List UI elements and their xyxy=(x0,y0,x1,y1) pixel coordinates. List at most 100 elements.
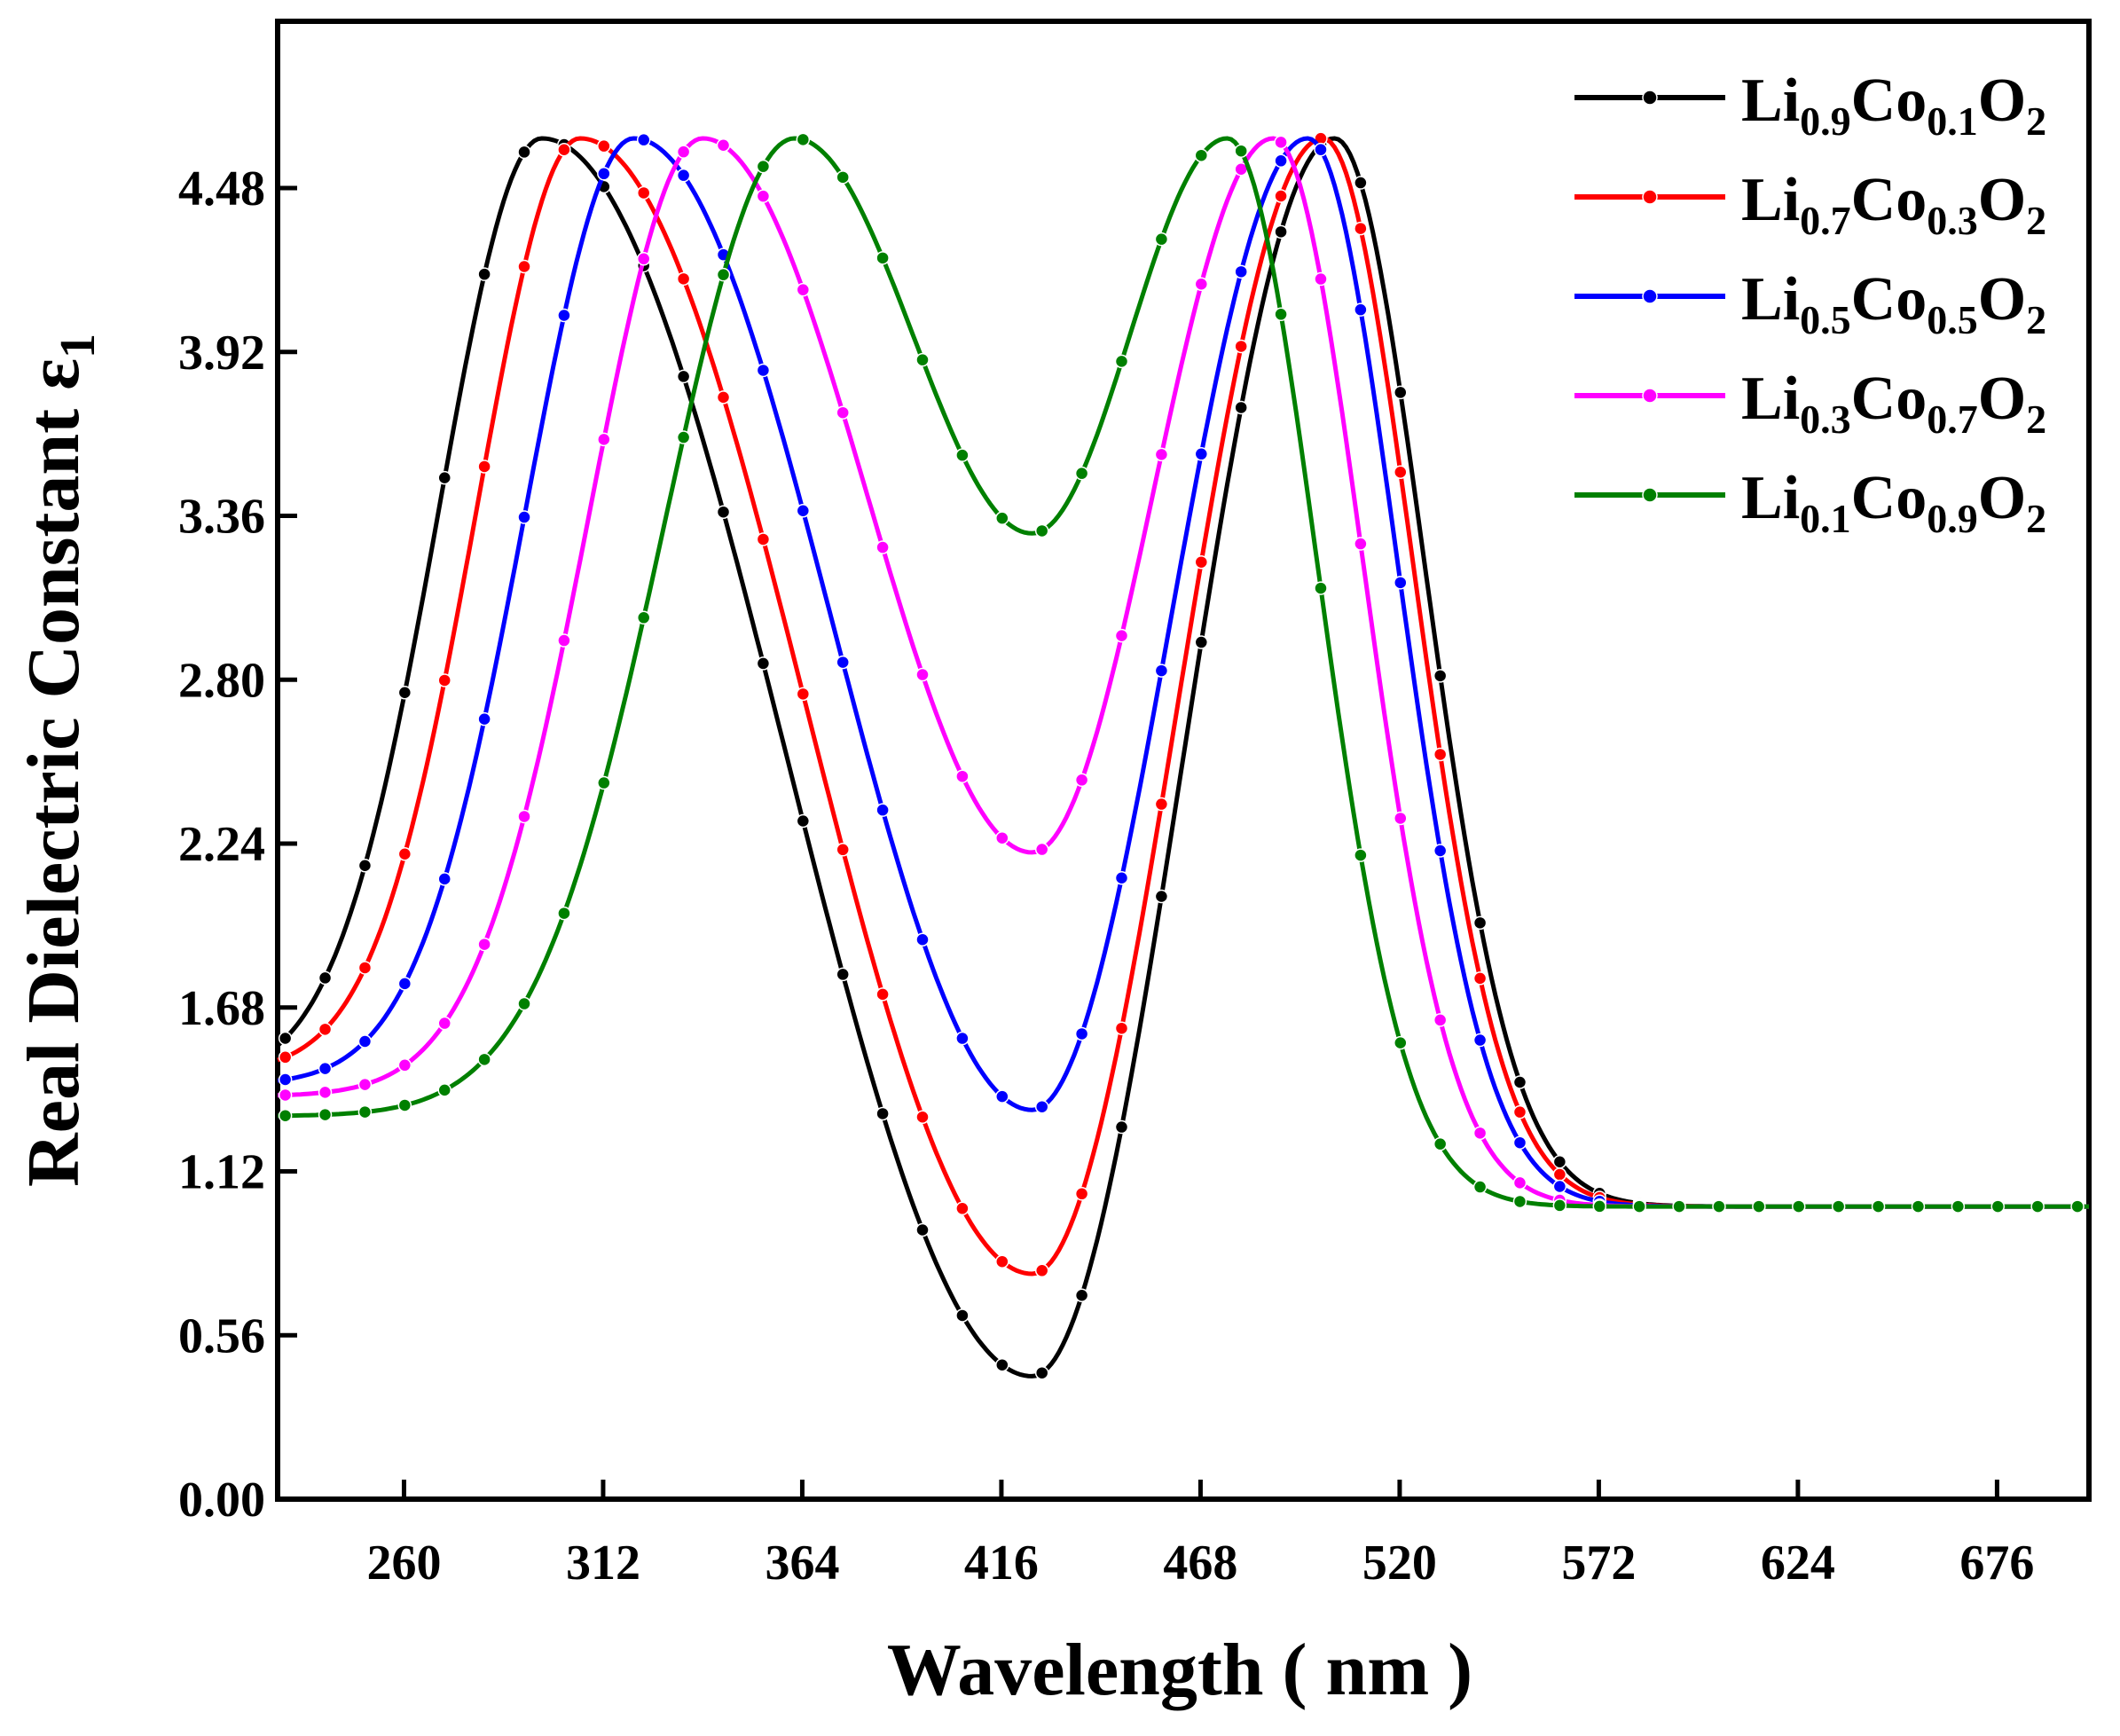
data-point xyxy=(437,1083,451,1097)
data-point xyxy=(517,996,531,1011)
data-point xyxy=(1234,264,1248,279)
data-point xyxy=(636,132,651,147)
legend-label: Li0.3Co0.7O2 xyxy=(1741,365,2046,442)
data-point xyxy=(1074,1187,1089,1201)
data-point xyxy=(2070,1199,2085,1214)
data-point xyxy=(875,251,890,265)
y-tick-label: 3.92 xyxy=(178,326,265,381)
data-point xyxy=(1354,176,1368,190)
data-point xyxy=(2030,1199,2045,1214)
data-point xyxy=(597,775,611,790)
data-point xyxy=(437,1016,451,1031)
legend-subscript: 0.3 xyxy=(1927,198,1978,243)
data-point xyxy=(397,1098,412,1112)
y-axis-label: Real Dielectric Constant ε1 xyxy=(12,334,106,1187)
legend-subscript: 0.5 xyxy=(1927,297,1978,342)
data-point xyxy=(1394,385,1408,400)
x-tick-label: 312 xyxy=(566,1536,640,1591)
x-tick-label: 416 xyxy=(964,1536,1039,1591)
data-point xyxy=(875,987,890,1002)
data-point xyxy=(597,167,611,181)
data-point xyxy=(1114,1119,1129,1135)
data-point xyxy=(995,1089,1009,1104)
data-point xyxy=(1354,302,1368,317)
data-point xyxy=(915,1110,930,1124)
legend-subscript: 0.5 xyxy=(1800,297,1851,342)
data-point xyxy=(955,1031,970,1046)
data-point xyxy=(1034,842,1049,857)
data-point xyxy=(397,1058,412,1072)
data-point xyxy=(1194,635,1209,649)
legend-item: Li0.1Co0.9O2 xyxy=(1574,464,2046,541)
legend: Li0.9Co0.1O2Li0.7Co0.3O2Li0.5Co0.5O2Li0.… xyxy=(1574,67,2046,541)
data-point xyxy=(1433,669,1448,683)
data-point xyxy=(995,1357,1009,1372)
plot-frame xyxy=(275,19,2092,1502)
data-point xyxy=(1394,1035,1408,1050)
y-tick-label: 4.48 xyxy=(178,161,265,216)
data-point xyxy=(1234,144,1248,158)
data-point xyxy=(1552,1179,1567,1194)
data-point xyxy=(995,830,1009,845)
data-point xyxy=(357,961,373,975)
data-point xyxy=(1154,232,1169,247)
data-point xyxy=(836,843,850,857)
data-point xyxy=(1274,224,1288,240)
data-point xyxy=(477,1052,491,1067)
data-point xyxy=(1314,581,1328,595)
data-point xyxy=(1154,447,1169,462)
data-point xyxy=(1512,1104,1527,1119)
data-point xyxy=(716,267,731,282)
data-point xyxy=(1552,1167,1567,1182)
data-point xyxy=(1354,848,1368,862)
data-point xyxy=(437,673,451,687)
data-point xyxy=(1394,811,1408,826)
data-point xyxy=(875,1106,890,1121)
legend-text: O xyxy=(1978,67,2026,135)
legend-label: Li0.9Co0.1O2 xyxy=(1741,67,2046,144)
data-point xyxy=(1512,1194,1527,1209)
data-point xyxy=(1792,1199,1806,1214)
data-point xyxy=(318,1107,333,1122)
legend-item: Li0.5Co0.5O2 xyxy=(1574,265,2046,342)
data-point xyxy=(1433,1013,1448,1027)
data-point xyxy=(1154,797,1169,812)
legend-text: Co xyxy=(1851,365,1928,433)
data-point xyxy=(1672,1199,1686,1214)
data-point xyxy=(278,1050,293,1064)
data-point xyxy=(1274,189,1288,203)
data-point xyxy=(1354,221,1368,236)
data-point xyxy=(1074,466,1089,481)
legend-text: Li xyxy=(1741,365,1800,433)
data-point xyxy=(318,1085,333,1100)
data-point xyxy=(1433,747,1448,762)
data-point xyxy=(318,1061,333,1076)
data-point xyxy=(796,132,811,147)
data-point xyxy=(278,1072,293,1087)
data-point xyxy=(1114,628,1129,643)
data-point xyxy=(1472,1180,1488,1194)
data-point xyxy=(278,1108,293,1123)
data-point xyxy=(676,145,691,159)
legend-subscript: 2 xyxy=(2026,397,2046,442)
data-point xyxy=(1472,1033,1488,1048)
data-point xyxy=(915,667,930,682)
data-point xyxy=(915,352,930,367)
series-layer xyxy=(276,131,2089,1380)
legend-subscript: 2 xyxy=(2026,297,2046,342)
data-point xyxy=(875,803,890,817)
data-point xyxy=(1194,447,1209,461)
data-point xyxy=(1114,870,1129,885)
data-point xyxy=(557,142,571,157)
legend-swatch-marker xyxy=(1642,189,1658,205)
data-point xyxy=(1194,277,1209,291)
y-axis-label-main: Real Dielectric Constant ε xyxy=(12,358,95,1187)
data-point xyxy=(1234,339,1248,354)
legend-subscript: 0.7 xyxy=(1927,397,1978,442)
data-point xyxy=(1951,1199,1966,1214)
data-point xyxy=(796,282,811,297)
data-point xyxy=(1034,523,1049,538)
data-point xyxy=(915,1222,930,1237)
x-tick-label: 520 xyxy=(1362,1536,1437,1591)
